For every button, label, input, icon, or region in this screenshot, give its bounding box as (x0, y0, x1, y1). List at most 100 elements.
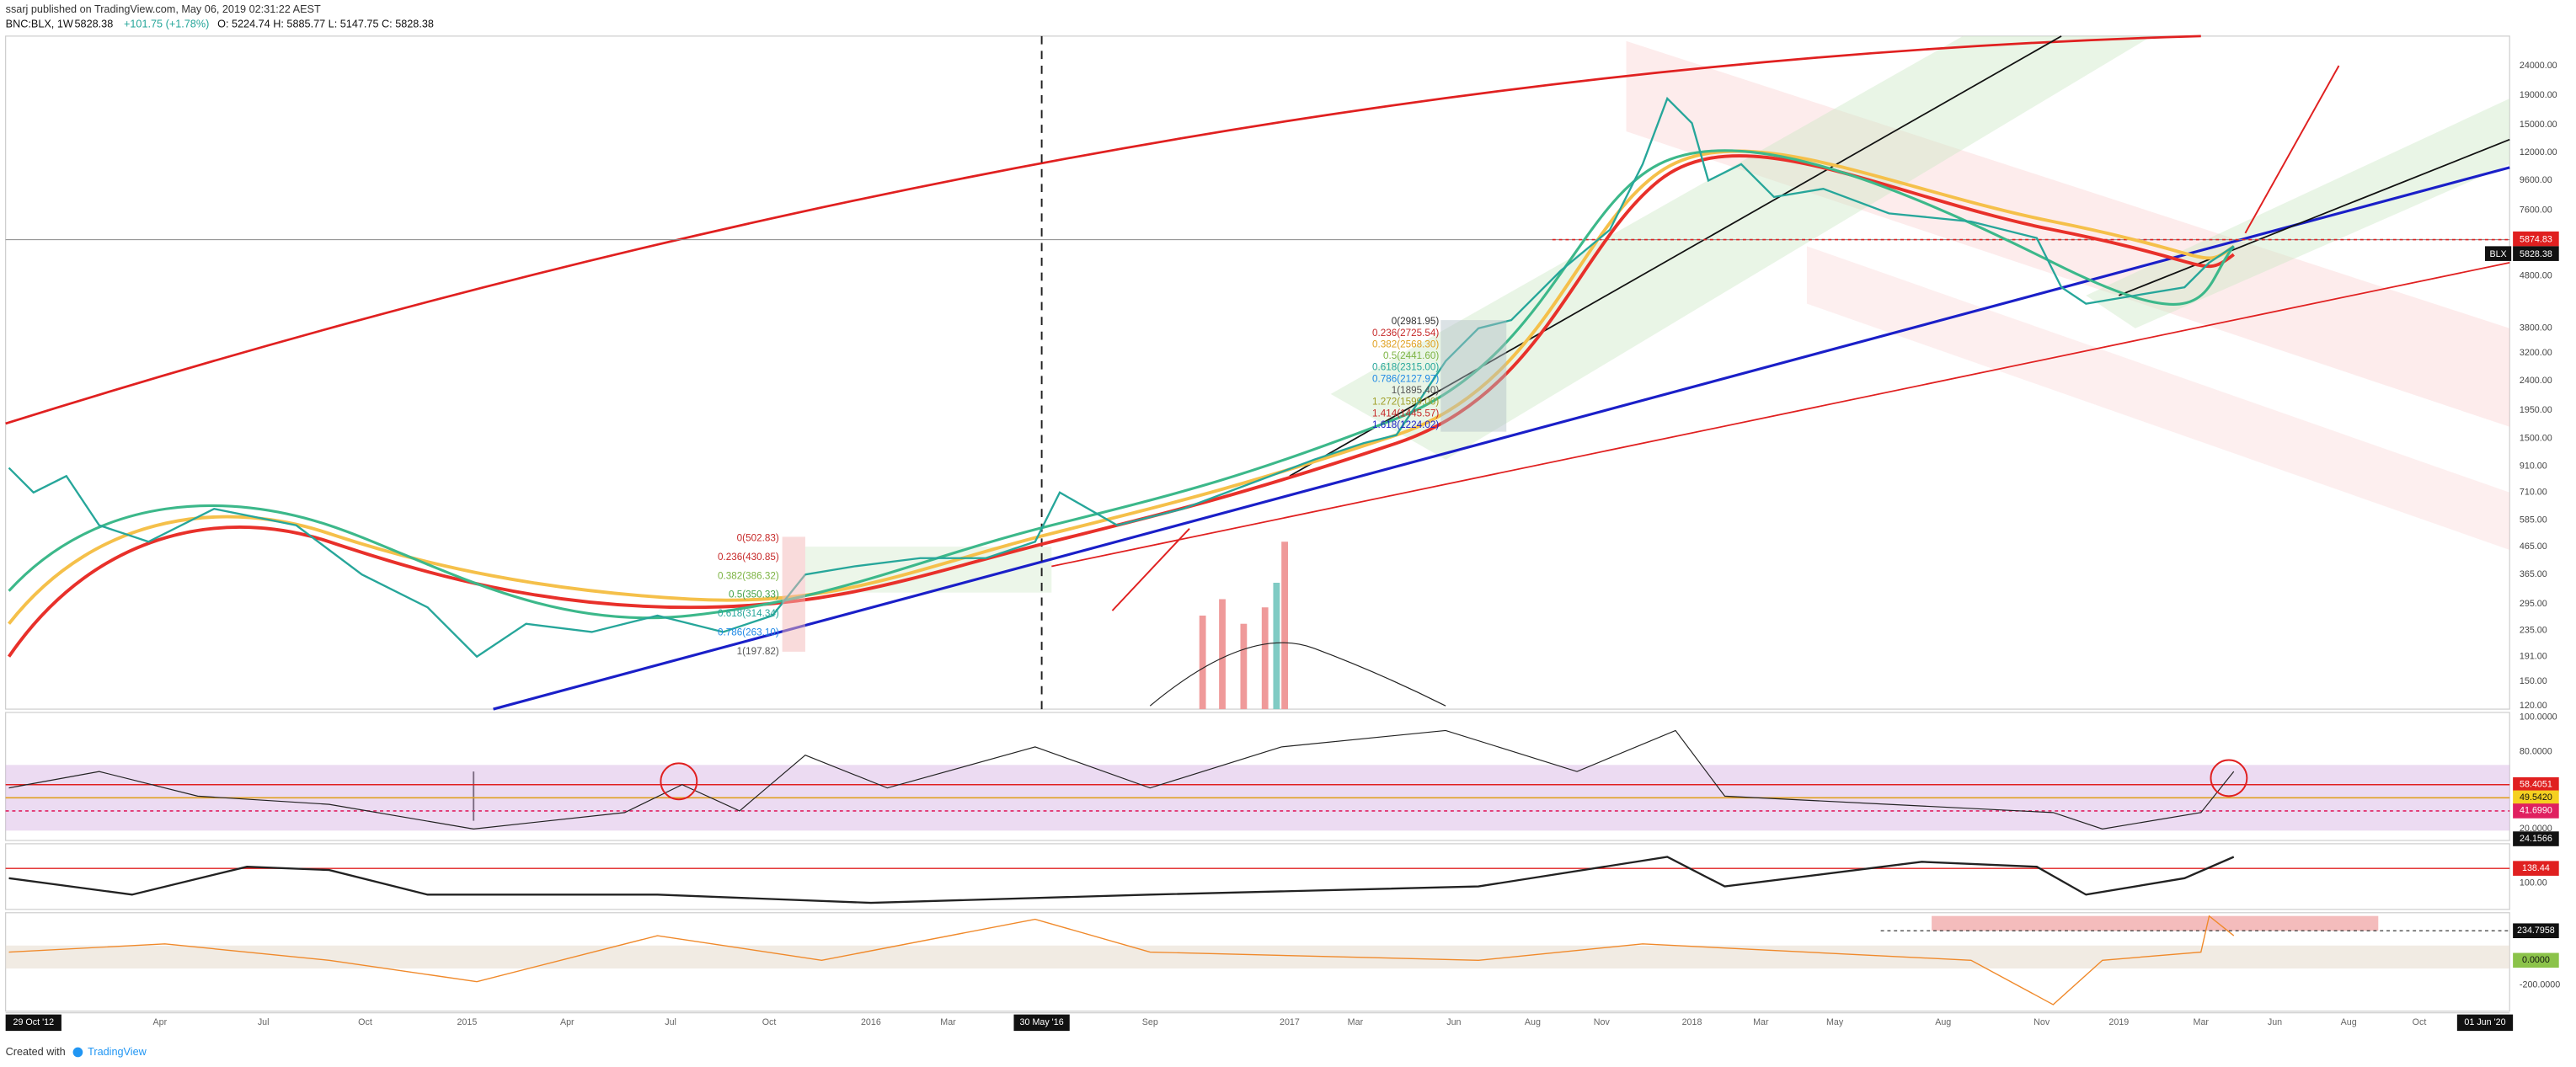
price-label: 710.00 (2520, 488, 2547, 498)
time-marker: 30 May '16 (1020, 1017, 1064, 1027)
price-label: 19000.00 (2520, 90, 2557, 100)
fib-label: 0(2981.95) (1392, 316, 1440, 327)
price-tag-bg (2513, 246, 2559, 261)
main-pane (5, 35, 2510, 710)
down-channel-2 (1806, 246, 2510, 550)
volume-bars (1199, 542, 1288, 710)
price-label: 4800.00 (2520, 270, 2552, 280)
symbol: BNC:BLX, 1W (6, 19, 73, 30)
time-end: 01 Jun '20 (2464, 1017, 2505, 1027)
up-channel (1330, 35, 2152, 460)
rsi-tag: 24.1566 (2520, 834, 2552, 844)
time-start-bg (5, 1014, 61, 1032)
time-label: Oct (358, 1017, 372, 1027)
time-label: Nov (2034, 1017, 2050, 1027)
fib-box (1440, 320, 1507, 432)
time-label: Aug (2341, 1017, 2357, 1027)
red-trendline (1051, 262, 2510, 568)
highlight-circle (2210, 759, 2248, 798)
price-label: 365.00 (2520, 569, 2547, 579)
price-label: 120.00 (2520, 701, 2547, 711)
time-label: Apr (153, 1017, 168, 1027)
time-label: Aug (1525, 1017, 1541, 1027)
price-label: 191.00 (2520, 652, 2547, 662)
fib-label: 0.382(2568.30) (1372, 339, 1439, 349)
price-label: 7600.00 (2520, 205, 2552, 215)
fib-label: 1.414(1445.57) (1372, 408, 1439, 419)
price-label: 465.00 (2520, 542, 2547, 552)
time-label: 2017 (1280, 1017, 1300, 1027)
rsi-tag-bg (2513, 831, 2559, 846)
rsi-tag-bg (2513, 790, 2559, 806)
low-line (8, 915, 2235, 1006)
ma-ribbon-yellow (8, 149, 2235, 625)
price-label: 12000.00 (2520, 147, 2557, 157)
low-tag: 234.7958 (2517, 926, 2555, 936)
time-label: 2016 (861, 1017, 881, 1027)
mid-tag-bg (2513, 861, 2559, 876)
highlight-circle (660, 762, 698, 801)
time-label: Jun (1446, 1017, 1461, 1027)
rsi-tag: 41.6990 (2520, 806, 2552, 816)
fib-label: 0.5(350.33) (729, 590, 779, 600)
price-label: 1950.00 (2520, 405, 2552, 415)
fib-label: 0.786(2127.97) (1372, 373, 1439, 384)
time-label: Jul (258, 1017, 270, 1027)
time-label: 2019 (2108, 1017, 2129, 1027)
ma-ribbon-red (7, 154, 2235, 658)
price-label: 585.00 (2520, 515, 2547, 525)
mid-pane (5, 843, 2510, 910)
fib-label: 0.382(386.32) (718, 570, 779, 581)
ohlc: O: 5224.74 H: 5885.77 L: 5147.75 C: 5828… (217, 19, 434, 30)
publisher: ssarj published on TradingView.com, May … (6, 3, 321, 15)
price-label: 24000.00 (2520, 61, 2557, 71)
time-end-bg (2456, 1014, 2514, 1032)
time-label: Sep (1142, 1017, 1158, 1027)
last: 5828.38 (75, 19, 114, 30)
time-label: Mar (940, 1017, 956, 1027)
low-zone (1932, 915, 2379, 931)
rsi-label: 80.0000 (2520, 747, 2552, 757)
fib-label: 0.236(430.85) (718, 552, 779, 563)
arc-line (5, 35, 2201, 425)
price-label: 2400.00 (2520, 376, 2552, 386)
arrow (2244, 65, 2340, 234)
fib-label: 0.618(2315.00) (1372, 362, 1439, 373)
time-label: Oct (2413, 1017, 2427, 1027)
price-label: 3800.00 (2520, 323, 2552, 333)
black-trendline-2 (2118, 138, 2510, 296)
fib-label: 1.272(1599.00) (1372, 397, 1439, 408)
fib-label: 0.786(263.10) (718, 627, 779, 638)
price-label: 15000.00 (2520, 120, 2557, 130)
up-channel-2 (2086, 98, 2510, 328)
price-tag: 5828.38 (2520, 249, 2552, 259)
time-start: 29 Oct '12 (13, 1017, 55, 1027)
time-label: Oct (762, 1017, 777, 1027)
rsi-tag: 49.5420 (2520, 792, 2552, 803)
time-label: Jun (2268, 1017, 2282, 1027)
mid-line (8, 856, 2235, 904)
fib-label: 0(502.83) (737, 532, 779, 543)
footer-brand[interactable]: TradingView (88, 1046, 147, 1058)
arrow (1111, 527, 1190, 611)
rsi-tag-bg (2513, 803, 2559, 819)
fib-label: 0.236(2725.54) (1372, 328, 1439, 339)
fib-label: 1(1895.40) (1392, 385, 1440, 396)
brand-logo (72, 1047, 83, 1058)
fib-label: 0.618(314.34) (718, 608, 779, 619)
time-label: Nov (1594, 1017, 1611, 1027)
time-label: 2018 (1682, 1017, 1702, 1027)
time-label: Jul (665, 1017, 676, 1027)
time-label: Mar (1348, 1017, 1364, 1027)
low-label: -200.0000 (2520, 979, 2560, 990)
low-tag-bg (2513, 923, 2559, 938)
time-label: May (1826, 1017, 1844, 1027)
time-label: 2015 (457, 1017, 477, 1027)
fib-box (782, 536, 805, 652)
rsi-label: 20.0000 (2520, 824, 2552, 834)
price-label: 910.00 (2520, 461, 2547, 471)
price-label: 3200.00 (2520, 348, 2552, 358)
